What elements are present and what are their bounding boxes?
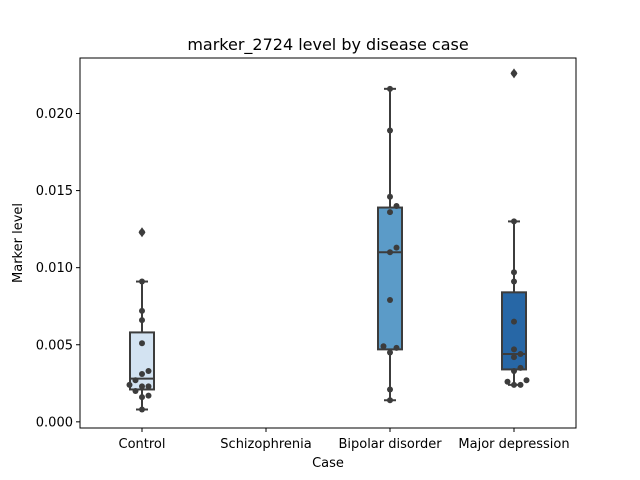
x-tick-label: Control <box>119 437 166 452</box>
data-point <box>387 193 393 200</box>
data-point <box>387 397 393 404</box>
data-point <box>511 381 517 388</box>
data-point <box>387 85 393 92</box>
box <box>377 206 403 351</box>
data-point <box>139 317 145 324</box>
y-tick-label: 0.000 <box>36 415 73 430</box>
data-point <box>511 367 517 374</box>
x-tick-label: Schizophrenia <box>220 437 311 452</box>
plot-area <box>126 68 530 413</box>
data-point <box>139 307 145 314</box>
data-point <box>380 343 387 350</box>
data-point <box>387 209 393 216</box>
data-point <box>511 354 517 361</box>
data-point <box>139 394 145 401</box>
data-point <box>145 392 152 399</box>
data-point <box>393 203 400 209</box>
data-point <box>504 378 511 385</box>
data-point <box>511 278 517 285</box>
box-group <box>501 68 527 386</box>
x-tick-label: Bipolar disorder <box>338 437 442 452</box>
data-point <box>139 229 145 236</box>
data-point <box>387 249 393 256</box>
data-point <box>139 371 145 378</box>
data-point <box>139 340 145 347</box>
y-tick-label: 0.005 <box>36 338 73 353</box>
data-point <box>145 367 152 374</box>
data-point <box>517 351 524 357</box>
data-point <box>517 381 524 388</box>
data-point <box>132 388 139 394</box>
y-axis: 0.000 0.005 0.010 0.015 0.020 <box>36 107 80 430</box>
data-point <box>393 344 400 351</box>
x-tick-label: Major depression <box>458 437 569 452</box>
data-point <box>511 269 517 276</box>
data-point <box>139 383 145 390</box>
data-point <box>387 127 393 134</box>
data-point <box>523 377 530 384</box>
data-point <box>387 386 393 393</box>
x-axis: Control Schizophrenia Bipolar disorder Majo… <box>119 428 570 452</box>
plot-frame <box>79 57 577 429</box>
data-point <box>139 278 145 285</box>
data-point <box>387 297 393 304</box>
chart-title: marker_2724 level by disease case <box>187 35 468 55</box>
y-tick-label: 0.010 <box>36 261 73 276</box>
data-point <box>511 70 517 77</box>
data-point <box>517 364 524 371</box>
data-point <box>511 346 517 353</box>
data-point <box>387 349 393 356</box>
y-axis-label: Marker level <box>11 203 26 283</box>
data-point <box>511 318 517 325</box>
data-point <box>126 381 133 388</box>
y-tick-label: 0.015 <box>36 184 73 199</box>
data-point <box>132 377 139 384</box>
data-point <box>393 244 400 251</box>
data-point <box>511 218 517 225</box>
data-point <box>139 406 145 413</box>
y-tick-label: 0.020 <box>36 107 73 122</box>
box-group <box>377 87 403 402</box>
data-point <box>145 383 152 390</box>
x-axis-label: Case <box>312 456 344 471</box>
